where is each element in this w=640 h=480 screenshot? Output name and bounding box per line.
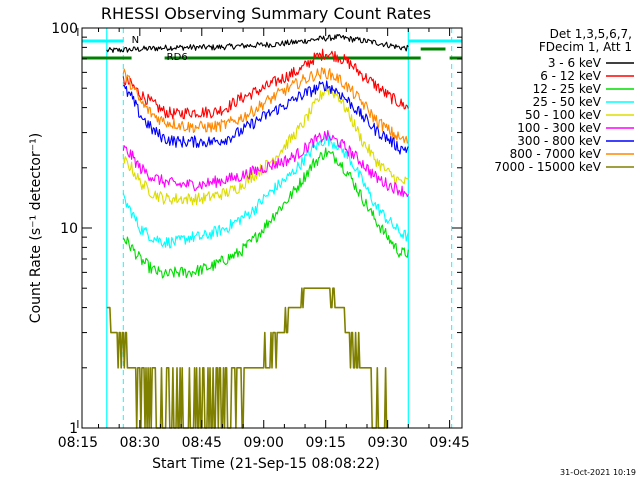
legend-entry-label: 7000 - 15000 keV (494, 160, 601, 174)
series-line-3 (122, 134, 409, 249)
y-tick-label: 10 (60, 221, 78, 237)
series-line-6 (123, 80, 409, 155)
y-tick-label: 1 (69, 421, 78, 437)
y-axis-label: Count Rate (s⁻¹ detector⁻¹) (28, 133, 44, 323)
axis-ticks: 08:15 08:30 08:45 09:00 09:15 09:30 09:45 1 10 10… (51, 21, 470, 451)
x-tick-label: 09:30 (367, 435, 407, 451)
legend-entry-label: 12 - 25 keV (533, 82, 602, 96)
chart-title: RHESSI Observing Summary Count Rates (101, 4, 431, 23)
series-line-5 (122, 130, 409, 198)
x-tick-label: 08:15 (58, 435, 98, 451)
series-line-0 (106, 33, 409, 53)
data-series (106, 33, 409, 429)
series-line-7 (122, 67, 409, 144)
legend-entry-label: 25 - 50 keV (533, 95, 602, 109)
legend: Det 1,3,5,6,7,FDecim 1, Att 1 3 - 6 keV6 … (494, 27, 634, 174)
night-annotation: N (132, 35, 139, 46)
series-line-8 (106, 287, 388, 429)
x-axis-label: Start Time (21-Sep-15 08:08:22) (152, 456, 380, 472)
legend-entry-label: 50 - 100 keV (525, 108, 602, 122)
legend-entry-label: 800 - 7000 keV (510, 147, 602, 161)
x-tick-label: 09:15 (306, 435, 346, 451)
legend-entry-label: 100 - 300 keV (517, 121, 601, 135)
series-line-4 (122, 86, 409, 206)
timestamp: 31-Oct-2021 10:19 (560, 468, 636, 477)
legend-entry-label: 3 - 6 keV (548, 56, 602, 70)
y-tick-label: 100 (51, 21, 78, 37)
rd-annotation: RD6 (167, 52, 188, 63)
series-line-1 (122, 48, 409, 120)
legend-header-detectors: Det 1,3,5,6,7, (550, 27, 632, 41)
legend-entry-label: 6 - 12 keV (540, 69, 602, 83)
x-tick-label: 09:45 (429, 435, 469, 451)
x-tick-label: 08:30 (120, 435, 160, 451)
x-tick-label: 09:00 (244, 435, 284, 451)
x-tick-label: 08:45 (182, 435, 222, 451)
legend-entry-label: 300 - 800 keV (517, 134, 601, 148)
legend-header-decimation: FDecim 1, Att 1 (539, 40, 632, 54)
series-line-2 (122, 147, 409, 279)
observing-markers: N RD6 (82, 28, 462, 428)
